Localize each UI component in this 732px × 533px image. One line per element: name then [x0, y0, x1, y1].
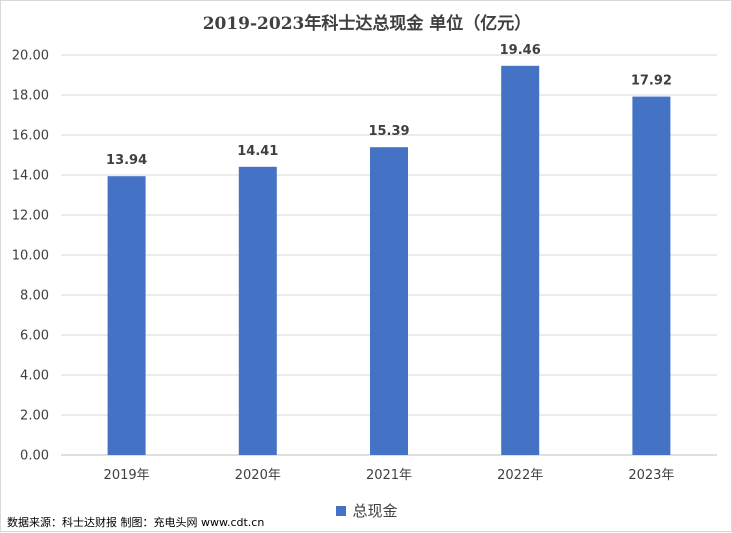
- x-tick-label: 2022年: [497, 468, 543, 483]
- source-note: 数据来源：科士达财报 制图：充电头网 www.cdt.cn: [7, 516, 265, 529]
- bar: [107, 176, 146, 455]
- y-tick-label: 14.00: [12, 169, 49, 184]
- legend-label: 总现金: [352, 502, 398, 520]
- data-label: 13.94: [106, 153, 147, 168]
- y-tick-label: 12.00: [12, 209, 49, 224]
- y-tick-label: 10.00: [12, 249, 49, 264]
- x-tick-label: 2023年: [628, 468, 674, 483]
- y-tick-label: 0.00: [20, 449, 49, 464]
- y-tick-label: 16.00: [12, 129, 49, 144]
- data-label: 19.46: [500, 43, 541, 58]
- y-tick-label: 6.00: [20, 329, 49, 344]
- legend-swatch: [336, 505, 347, 516]
- x-tick-label: 2021年: [366, 468, 412, 483]
- data-label: 14.41: [237, 144, 278, 159]
- y-tick-label: 8.00: [20, 289, 49, 304]
- legend: 总现金: [1, 500, 732, 521]
- bar: [632, 96, 671, 455]
- bar: [238, 166, 277, 456]
- bar: [501, 65, 540, 456]
- x-tick-label: 2019年: [104, 468, 150, 483]
- x-tick-label: 2020年: [235, 468, 281, 483]
- y-tick-label: 4.00: [20, 369, 49, 384]
- data-label: 17.92: [631, 74, 672, 89]
- bar: [370, 147, 408, 455]
- y-tick-label: 20.00: [12, 49, 49, 64]
- y-tick-label: 2.00: [20, 409, 49, 424]
- y-tick-label: 18.00: [12, 89, 49, 104]
- chart-title: 2019-2023年科士达总现金 单位（亿元）: [202, 14, 532, 34]
- data-label: 15.39: [368, 124, 409, 139]
